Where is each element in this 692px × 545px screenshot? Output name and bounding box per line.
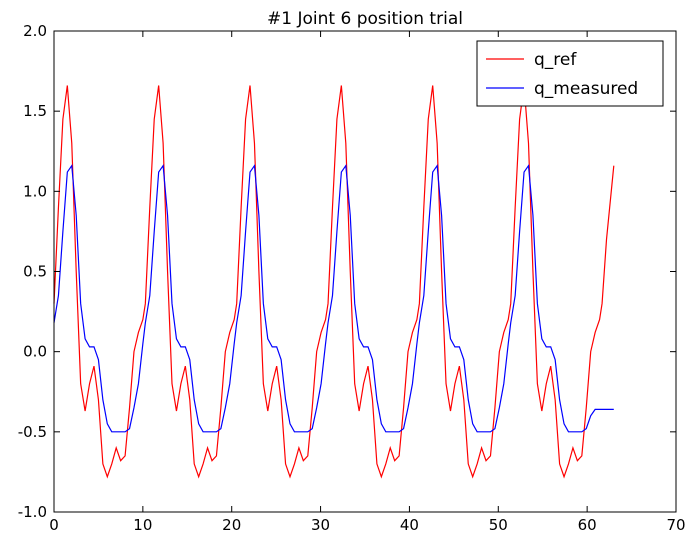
legend-box (476, 40, 664, 107)
data-line (53, 85, 615, 479)
x-tick-label: 20 (222, 516, 241, 534)
x-tick-label: 10 (133, 516, 152, 534)
y-tick-label: -1.0 (18, 503, 47, 521)
data-line (53, 163, 614, 433)
chart-title: #1 Joint 6 position trial (267, 9, 463, 29)
y-tick-label: -0.5 (18, 423, 47, 441)
y-tick-label: 2.0 (23, 22, 47, 40)
x-tick-label: 60 (578, 516, 597, 534)
y-tick-label: 0.0 (23, 343, 47, 361)
y-tick-label: 0.5 (23, 263, 47, 281)
x-tick-label: 70 (666, 516, 685, 534)
x-tick-label: 50 (489, 516, 508, 534)
y-tick-label: 1.0 (23, 182, 47, 200)
x-tick-label: 0 (49, 516, 59, 534)
x-tick-label: 40 (400, 516, 419, 534)
x-tick-label: 30 (311, 516, 330, 534)
y-tick-label: 1.5 (23, 102, 47, 120)
legend-label: q_ref (534, 50, 577, 70)
legend-label: q_measured (534, 79, 638, 99)
